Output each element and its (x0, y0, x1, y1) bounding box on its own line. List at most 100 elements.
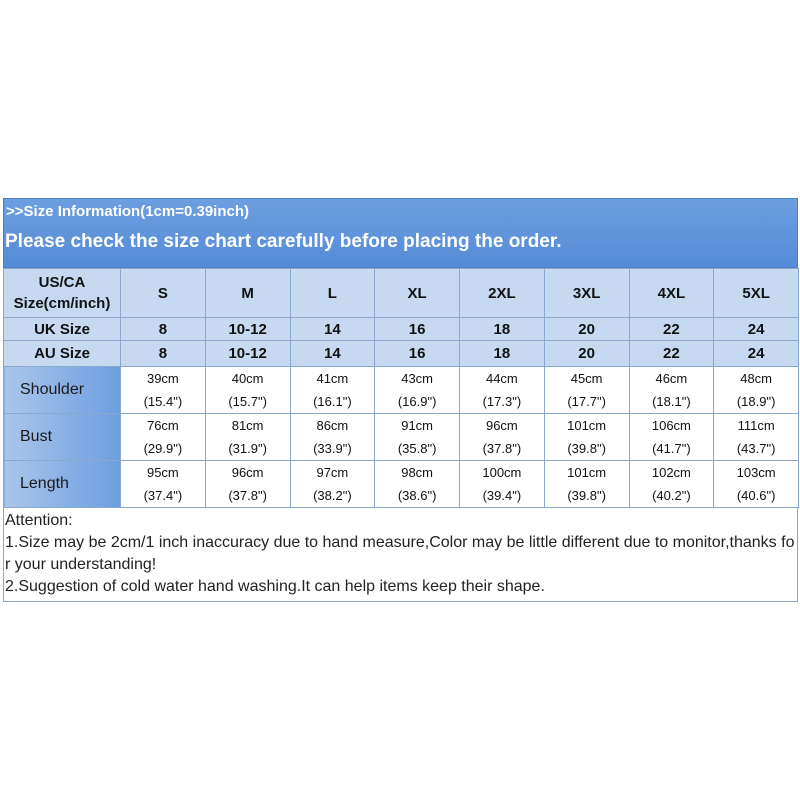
measurement-cell: 102cm (40.2") (628, 460, 715, 508)
size-header: S (120, 268, 206, 318)
inch-value: (37.8") (482, 441, 522, 456)
size-header: 3XL (543, 268, 630, 318)
cm-value: 43cm (401, 371, 434, 386)
size-value: 16 (374, 317, 460, 341)
header-row: US/CA Size(cm/inch) S M L XL 2XL 3XL 4XL 5XL (3, 268, 799, 318)
note-item: 2.Suggestion of cold water hand washing.… (5, 578, 545, 595)
cm-value: 103cm (736, 465, 776, 480)
size-table: US/CA Size(cm/inch) S M L XL 2XL 3XL 4XL 5XL UK Si… (3, 268, 799, 508)
inch-value: (18.1") (652, 394, 691, 409)
measurement-cell: 44cm (17.3") (459, 366, 545, 414)
inch-value: (39.8") (567, 441, 606, 456)
size-value: 24 (713, 340, 799, 367)
notes: Attention: 1.Size may be 2cm/1 inch inacc… (3, 508, 798, 602)
measurement-label: Shoulder (3, 366, 121, 414)
measurement-cell: 40cm (15.7") (204, 366, 291, 414)
row-label: UK Size (3, 317, 121, 341)
measurement-cell: 91cm (35.8") (374, 413, 460, 461)
measurement-cell: 81cm (31.9") (204, 413, 291, 461)
header: >>Size Information(1cm=0.39inch) Please … (3, 198, 798, 268)
inch-value: (40.2") (652, 488, 691, 503)
inch-value: (16.9") (397, 394, 437, 409)
inch-value: (35.8") (397, 441, 437, 456)
cm-value: 46cm (655, 371, 688, 386)
size-chart: >>Size Information(1cm=0.39inch) Please … (3, 198, 799, 602)
size-value: 14 (289, 317, 376, 341)
inch-value: (15.7") (228, 394, 267, 409)
measurement-cell: 100cm (39.4") (459, 460, 545, 508)
measurement-cell: 86cm (33.9") (289, 413, 376, 461)
measurement-cell: 98cm (38.6") (374, 460, 460, 508)
measurement-cell: 101cm (39.8") (543, 413, 630, 461)
cm-value: 91cm (401, 418, 434, 433)
measurement-cell: 45cm (17.7") (543, 366, 630, 414)
cm-value: 101cm (567, 465, 607, 480)
corner-line: Size(cm/inch) (13, 295, 111, 312)
size-value: 8 (120, 317, 206, 341)
cm-value: 98cm (401, 465, 434, 480)
cm-value: 86cm (316, 418, 349, 433)
measurement-row: Shoulder 39cm (15.4") 40cm (15.7") 41cm (16.1"… (3, 366, 799, 414)
inch-value: (37.4") (143, 488, 183, 503)
size-header: 5XL (713, 268, 799, 318)
inch-value: (15.4") (143, 394, 183, 409)
cm-value: 81cm (231, 418, 264, 433)
measurement-cell: 106cm (41.7") (628, 413, 715, 461)
cm-value: 48cm (740, 371, 773, 386)
measurement-cell: 95cm (37.4") (120, 460, 206, 508)
measurement-row: Length 95cm (37.4") 96cm (37.8") 97cm (38.2") 9… (3, 460, 799, 508)
corner-line: US/CA (38, 274, 86, 291)
inch-value: (18.9") (736, 394, 776, 409)
row-label: AU Size (3, 340, 121, 367)
cm-value: 106cm (651, 418, 691, 433)
size-header: L (289, 268, 376, 318)
cm-value: 97cm (316, 465, 349, 480)
measurement-cell: 101cm (39.8") (543, 460, 630, 508)
cm-value: 41cm (316, 371, 349, 386)
measurement-cell: 97cm (38.2") (289, 460, 376, 508)
size-header: M (204, 268, 291, 318)
size-value: 8 (120, 340, 206, 367)
cm-value: 45cm (570, 371, 603, 386)
note-item: 1.Size may be 2cm/1 inch inaccuracy due … (5, 534, 795, 573)
size-row: UK Size 8 10-12 14 16 18 20 22 24 (3, 317, 799, 341)
inch-value: (29.9") (143, 441, 183, 456)
cm-value: 100cm (482, 465, 522, 480)
measurement-cell: 46cm (18.1") (628, 366, 715, 414)
measurement-cell: 96cm (37.8") (459, 413, 545, 461)
size-value: 18 (459, 340, 545, 367)
header-warning: Please check the size chart carefully be… (5, 231, 562, 252)
measurement-cell: 76cm (29.9") (120, 413, 206, 461)
measurement-cell: 48cm (18.9") (713, 366, 799, 414)
measurement-cell: 43cm (16.9") (374, 366, 460, 414)
inch-value: (37.8") (228, 488, 267, 503)
inch-value: (17.7") (567, 394, 606, 409)
measurement-row: Bust 76cm (29.9") 81cm (31.9") 86cm (33.9") 91c… (3, 413, 799, 461)
cm-value: 39cm (146, 371, 179, 386)
size-header: 2XL (459, 268, 545, 318)
measurement-cell: 111cm (43.7") (713, 413, 799, 461)
cm-value: 102cm (651, 465, 691, 480)
inch-value: (16.1") (313, 394, 352, 409)
inch-value: (40.6") (736, 488, 776, 503)
size-value: 18 (459, 317, 545, 341)
measurement-label: Bust (3, 413, 121, 461)
cm-value: 44cm (485, 371, 518, 386)
measurement-cell: 96cm (37.8") (204, 460, 291, 508)
size-value: 20 (543, 317, 630, 341)
size-value: 22 (628, 317, 715, 341)
size-header: XL (374, 268, 460, 318)
cm-value: 95cm (146, 465, 179, 480)
measurement-label: Length (3, 460, 121, 508)
cm-value: 111cm (737, 418, 775, 433)
inch-value: (38.2") (313, 488, 352, 503)
size-value: 14 (289, 340, 376, 367)
cm-value: 96cm (231, 465, 264, 480)
size-value: 24 (713, 317, 799, 341)
size-value: 10-12 (204, 340, 291, 367)
size-value: 16 (374, 340, 460, 367)
measurement-cell: 39cm (15.4") (120, 366, 206, 414)
cm-value: 96cm (485, 418, 518, 433)
header-info: >>Size Information(1cm=0.39inch) (6, 203, 249, 220)
